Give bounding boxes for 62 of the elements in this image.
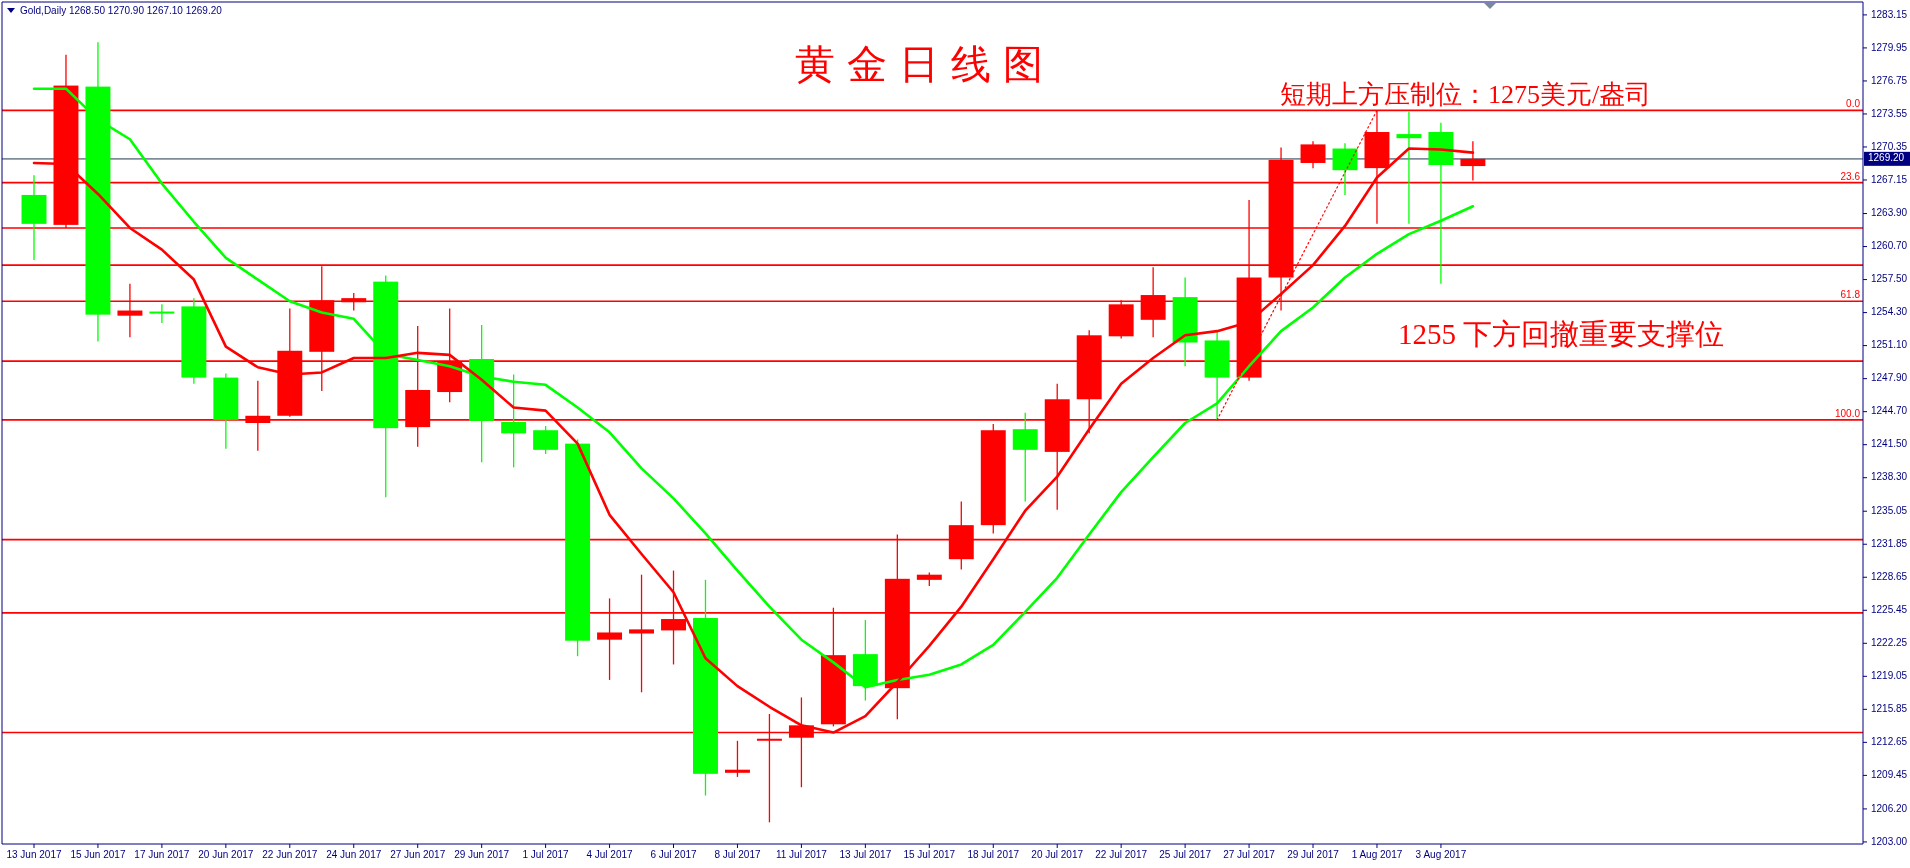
text: 0.0: [1846, 98, 1861, 110]
y-tick-label: 1235.05: [1871, 504, 1908, 516]
x-tick-label: 11 Jul 2017: [775, 849, 828, 860]
y-tick-label: 1219.05: [1871, 669, 1908, 681]
x-tick-label: 27 Jun 2017: [390, 849, 446, 860]
x-tick-label: 24 Jun 2017: [326, 849, 382, 860]
candlestick: [149, 303, 175, 324]
y-tick-label: 1257.50: [1871, 273, 1908, 285]
y-tick-label: 1263.90: [1871, 207, 1908, 219]
candlestick: [501, 373, 527, 469]
y-tick-label: 1238.30: [1871, 471, 1908, 483]
x-tick-label: 20 Jul 2017: [1031, 849, 1084, 860]
x-tick-label: 15 Jul 2017: [903, 849, 956, 860]
x-tick-label: 13 Jul 2017: [839, 849, 892, 860]
y-tick-label: 1260.70: [1871, 240, 1908, 252]
y-tick-label: 1206.20: [1871, 802, 1908, 814]
x-tick-label: 15 Jun 2017: [70, 849, 126, 860]
candlestick: [1396, 110, 1422, 225]
y-tick-label: 1251.10: [1871, 339, 1908, 351]
y-tick-label: 1215.85: [1871, 702, 1908, 714]
y-tick-label: 1203.00: [1871, 835, 1908, 847]
y-tick-label: 1273.55: [1871, 107, 1908, 119]
text: 100.0: [1834, 407, 1861, 419]
y-tick-label: 1241.50: [1871, 438, 1908, 450]
y-tick-label: 1212.65: [1871, 736, 1908, 747]
text: 61.8: [1840, 289, 1861, 301]
y-tick-label: 1231.85: [1871, 537, 1908, 549]
y-tick-label: 1279.95: [1871, 41, 1908, 53]
x-tick-label: 17 Jun 2017: [134, 849, 190, 860]
chart-subtitle: Gold,Daily 1268.50 1270.90 1267.10 1269.20: [20, 5, 223, 16]
x-tick-label: 4 Jul 2017: [586, 849, 634, 860]
text: 黄金日线图: [795, 42, 1055, 87]
x-tick-label: 1 Jul 2017: [522, 849, 570, 860]
y-tick-label: 1267.15: [1871, 173, 1908, 185]
x-tick-label: 3 Aug 2017: [1415, 849, 1467, 860]
y-tick-label: 1225.45: [1871, 603, 1908, 615]
x-tick-label: 25 Jul 2017: [1159, 849, 1212, 860]
x-tick-label: 27 Jul 2017: [1223, 849, 1276, 860]
x-tick-label: 20 Jun 2017: [198, 849, 254, 860]
x-tick-label: 22 Jul 2017: [1095, 849, 1148, 860]
x-tick-label: 22 Jun 2017: [262, 849, 318, 860]
x-tick-label: 8 Jul 2017: [714, 849, 761, 860]
y-tick-label: 1209.45: [1871, 769, 1908, 781]
y-tick-label: 1247.90: [1871, 372, 1908, 384]
x-tick-label: 1 Aug 2017: [1351, 849, 1403, 860]
y-tick-label: 1244.70: [1871, 405, 1908, 417]
text: 23.6: [1840, 170, 1861, 182]
y-tick-label: 1228.65: [1871, 570, 1908, 582]
y-tick-label: 1283.15: [1871, 8, 1908, 20]
y-tick-label: 1254.30: [1871, 306, 1908, 318]
y-tick-label: 1222.25: [1871, 636, 1908, 648]
x-tick-label: 6 Jul 2017: [650, 849, 698, 860]
x-tick-label: 18 Jul 2017: [967, 849, 1020, 860]
y-tick-label: 1276.75: [1871, 74, 1908, 86]
x-tick-label: 29 Jul 2017: [1287, 849, 1340, 860]
annotation: 1255 下方回撤重要支撑位: [1398, 318, 1725, 350]
candlestick: [724, 740, 750, 778]
x-tick-label: 13 Jun 2017: [6, 849, 62, 860]
annotation: 短期上方压制位：1275美元/盎司: [1280, 80, 1652, 109]
ref-line-label: 1269.20: [1868, 152, 1905, 164]
x-tick-label: 29 Jun 2017: [454, 849, 510, 860]
y-tick-label: 1270.35: [1871, 140, 1908, 152]
